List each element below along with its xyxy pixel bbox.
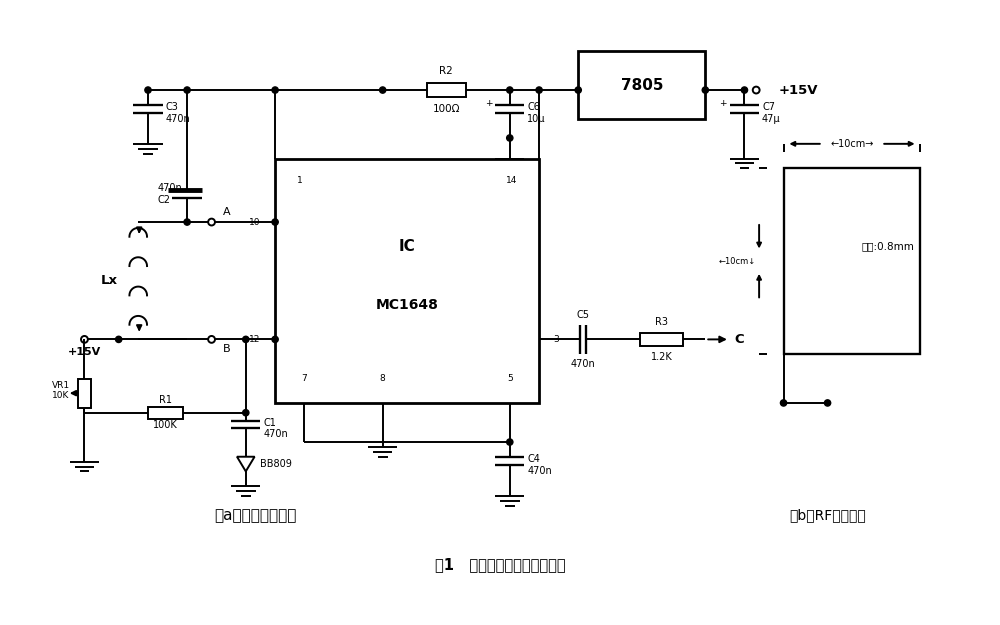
Text: 14: 14 bbox=[506, 176, 517, 184]
Text: +15V: +15V bbox=[68, 347, 101, 357]
Text: 7: 7 bbox=[302, 374, 307, 383]
Text: 1: 1 bbox=[297, 176, 302, 184]
Text: 100Ω: 100Ω bbox=[432, 104, 460, 114]
Text: 10K: 10K bbox=[52, 391, 70, 399]
Bar bbox=[578, 51, 705, 119]
Text: ←10cm↓: ←10cm↓ bbox=[719, 257, 756, 266]
Circle shape bbox=[507, 135, 513, 141]
Text: （b）RF标准线圈: （b）RF标准线圈 bbox=[789, 508, 866, 522]
Text: +15V: +15V bbox=[778, 84, 818, 96]
Circle shape bbox=[272, 87, 278, 93]
Text: +: + bbox=[719, 99, 727, 108]
Circle shape bbox=[507, 87, 513, 93]
Text: 470n: 470n bbox=[158, 183, 183, 193]
Text: Lx: Lx bbox=[100, 274, 117, 288]
Text: VR1: VR1 bbox=[52, 381, 70, 390]
Text: R1: R1 bbox=[159, 395, 172, 405]
Circle shape bbox=[184, 219, 190, 225]
Bar bbox=[148, 407, 183, 419]
Text: C3: C3 bbox=[166, 102, 178, 112]
Text: 100K: 100K bbox=[153, 421, 177, 431]
Text: 47μ: 47μ bbox=[762, 114, 781, 124]
Text: 5: 5 bbox=[507, 374, 513, 383]
Circle shape bbox=[243, 409, 249, 416]
Bar bbox=[640, 333, 683, 346]
Text: IC: IC bbox=[399, 239, 415, 254]
Text: MC1648: MC1648 bbox=[376, 298, 439, 312]
Text: C7: C7 bbox=[762, 102, 775, 112]
Text: 1.2K: 1.2K bbox=[650, 352, 672, 362]
Text: C6: C6 bbox=[527, 102, 540, 112]
Circle shape bbox=[243, 336, 249, 342]
Circle shape bbox=[184, 87, 190, 93]
Text: ←10cm→: ←10cm→ bbox=[830, 139, 874, 149]
Bar bbox=[784, 168, 920, 354]
Text: C1: C1 bbox=[263, 418, 276, 428]
Text: C4: C4 bbox=[527, 454, 540, 464]
Circle shape bbox=[116, 336, 122, 342]
Circle shape bbox=[824, 400, 831, 406]
Circle shape bbox=[272, 336, 278, 342]
Text: 470n: 470n bbox=[527, 466, 552, 476]
Text: B: B bbox=[222, 344, 230, 354]
Polygon shape bbox=[237, 457, 255, 471]
Bar bbox=[78, 379, 91, 408]
Circle shape bbox=[145, 87, 151, 93]
Text: +: + bbox=[485, 99, 492, 108]
Circle shape bbox=[575, 87, 581, 93]
Text: BB809: BB809 bbox=[260, 459, 292, 469]
Text: C: C bbox=[735, 333, 744, 346]
Text: 470n: 470n bbox=[263, 429, 288, 439]
Text: 7805: 7805 bbox=[621, 78, 663, 92]
Bar bbox=[275, 159, 539, 403]
Circle shape bbox=[507, 439, 513, 445]
Text: C5: C5 bbox=[577, 310, 590, 320]
Text: R3: R3 bbox=[655, 317, 668, 327]
Circle shape bbox=[536, 87, 542, 93]
Text: 8: 8 bbox=[380, 374, 386, 383]
Text: 10: 10 bbox=[249, 217, 260, 226]
Circle shape bbox=[272, 219, 278, 225]
Text: 线径:0.8mm: 线径:0.8mm bbox=[862, 241, 915, 251]
Text: 图1   简单电感测量装置电路图: 图1 简单电感测量装置电路图 bbox=[435, 557, 565, 572]
Circle shape bbox=[702, 87, 708, 93]
Bar bbox=[427, 83, 466, 97]
Text: （a）电感测量电路: （a）电感测量电路 bbox=[214, 508, 297, 523]
Circle shape bbox=[380, 87, 386, 93]
Text: A: A bbox=[222, 208, 230, 217]
Text: 470n: 470n bbox=[571, 359, 595, 369]
Text: 470n: 470n bbox=[166, 114, 190, 124]
Text: 3: 3 bbox=[554, 335, 560, 344]
Circle shape bbox=[780, 400, 787, 406]
Text: C2: C2 bbox=[158, 194, 171, 204]
Text: R2: R2 bbox=[439, 66, 453, 76]
Text: 10μ: 10μ bbox=[527, 114, 546, 124]
Text: 12: 12 bbox=[249, 335, 260, 344]
Circle shape bbox=[741, 87, 748, 93]
